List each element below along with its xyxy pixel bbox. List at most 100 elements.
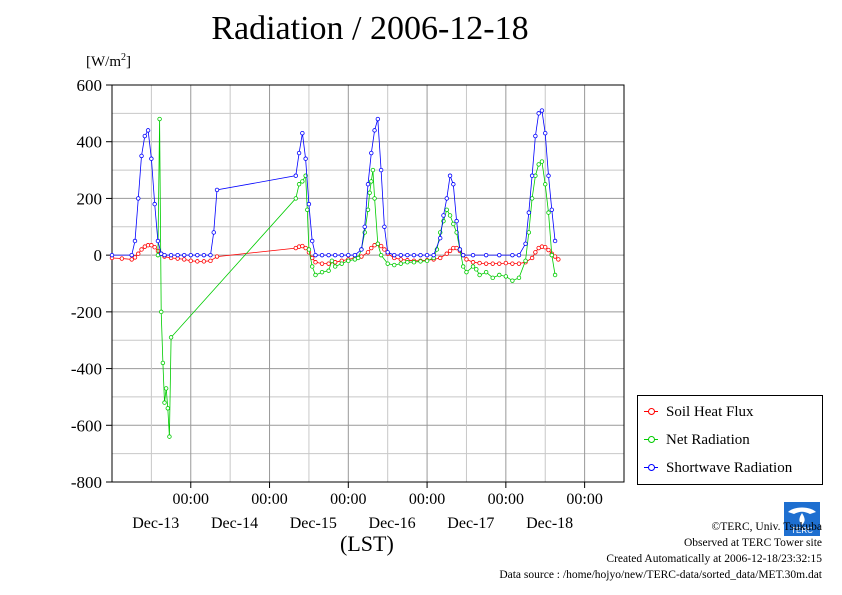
data-point-soil-heat-flux (516, 261, 522, 266)
data-point-shortwave-radiation (339, 252, 344, 258)
data-point-soil-heat-flux (556, 257, 561, 262)
data-point-shortwave-radiation (460, 252, 466, 258)
x-tick-date-label: Dec-17 (447, 515, 494, 532)
x-tick-time-label: 00:00 (330, 491, 366, 508)
data-point-shortwave-radiation (296, 150, 302, 156)
data-point-soil-heat-flux (470, 260, 476, 265)
data-point-shortwave-radiation (405, 252, 410, 258)
data-point-net-radiation (339, 261, 344, 266)
data-point-shortwave-radiation (300, 131, 305, 136)
data-point-shortwave-radiation (454, 218, 459, 224)
data-point-shortwave-radiation (293, 173, 298, 178)
data-point-soil-heat-flux (214, 254, 220, 259)
data-point-shortwave-radiation (549, 207, 554, 212)
data-point-net-radiation (160, 360, 166, 366)
data-point-shortwave-radiation (145, 128, 151, 133)
data-point-net-radiation (367, 190, 372, 195)
y-tick-label: 600 (77, 76, 103, 95)
data-point-net-radiation (497, 272, 502, 278)
data-point-soil-heat-flux (182, 257, 187, 262)
data-point-net-radiation (313, 272, 318, 278)
data-point-shortwave-radiation (444, 196, 449, 201)
data-point-net-radiation (539, 159, 545, 164)
data-point-net-radiation (378, 252, 384, 258)
data-point-net-radiation (470, 264, 476, 269)
data-point-shortwave-radiation (129, 252, 134, 258)
y-axis-unit: [W/m2] (86, 52, 131, 70)
x-tick-date-label: Dec-15 (290, 515, 337, 532)
data-point-shortwave-radiation (411, 252, 417, 258)
data-point-soil-heat-flux (300, 243, 305, 249)
data-point-shortwave-radiation (552, 238, 558, 244)
data-point-net-radiation (370, 167, 376, 173)
x-tick-date-label: Dec-14 (211, 515, 258, 532)
data-point-shortwave-radiation (149, 156, 154, 161)
credits: ©TERC, Univ. Tsukuba Observed at TERC To… (402, 519, 822, 583)
y-tick-label: 0 (94, 246, 103, 265)
y-tick-label: 400 (77, 133, 103, 152)
data-point-shortwave-radiation (139, 153, 144, 159)
data-point-shortwave-radiation (362, 224, 367, 229)
data-point-soil-heat-flux (149, 243, 154, 248)
data-point-net-radiation (536, 162, 541, 167)
data-point-soil-heat-flux (136, 251, 141, 256)
data-point-net-radiation (329, 258, 335, 264)
data-point-shortwave-radiation (346, 252, 351, 258)
data-point-shortwave-radiation (526, 210, 532, 215)
data-point-shortwave-radiation (352, 252, 358, 258)
data-point-net-radiation (167, 434, 172, 439)
data-point-soil-heat-flux (119, 256, 125, 261)
data-point-shortwave-radiation (208, 252, 213, 258)
data-point-shortwave-radiation (483, 252, 489, 258)
data-point-shortwave-radiation (438, 235, 443, 241)
data-point-soil-heat-flux (369, 245, 374, 251)
data-point-shortwave-radiation (319, 252, 325, 258)
data-point-net-radiation (392, 262, 397, 268)
data-point-net-radiation (369, 179, 374, 184)
legend-swatch-soil-heat-flux (644, 407, 658, 417)
data-point-shortwave-radiation (529, 173, 535, 178)
y-tick-label: 200 (77, 189, 103, 208)
data-series (109, 108, 561, 439)
data-point-net-radiation (300, 179, 305, 184)
data-point-shortwave-radiation (451, 182, 456, 187)
credit-created: Created Automatically at 2006-12-18/23:3… (606, 553, 822, 565)
data-point-soil-heat-flux (398, 257, 404, 262)
data-point-soil-heat-flux (464, 257, 469, 262)
data-point-soil-heat-flux (510, 261, 515, 266)
data-point-net-radiation (447, 213, 453, 218)
data-point-shortwave-radiation (365, 182, 371, 187)
x-tick-date-label: Dec-16 (369, 515, 416, 532)
credit-source: Data source : /home/hojyo/new/TERC-data/… (499, 569, 822, 581)
legend: Soil Heat Flux Net Radiation Shortwave R… (637, 395, 823, 485)
data-point-net-radiation (546, 210, 551, 215)
data-point-net-radiation (305, 207, 310, 212)
data-point-shortwave-radiation (392, 252, 397, 258)
legend-label-net-radiation: Net Radiation (666, 431, 750, 448)
data-point-shortwave-radiation (162, 252, 167, 258)
data-point-shortwave-radiation (533, 133, 538, 139)
data-point-net-radiation (355, 255, 361, 261)
data-point-shortwave-radiation (523, 241, 528, 246)
data-point-net-radiation (549, 252, 554, 258)
data-point-shortwave-radiation (457, 247, 463, 252)
data-point-soil-heat-flux (326, 261, 331, 266)
x-tick-time-label: 00:00 (488, 491, 524, 508)
terc-logo: TERC (784, 502, 820, 536)
data-point-soil-heat-flux (533, 250, 538, 255)
data-point-net-radiation (306, 247, 312, 252)
data-point-net-radiation (332, 264, 338, 269)
data-point-shortwave-radiation (303, 156, 308, 161)
data-point-shortwave-radiation (385, 250, 390, 255)
data-point-soil-heat-flux (319, 261, 325, 266)
x-tick-date-label: Dec-13 (132, 515, 179, 532)
data-point-net-radiation (503, 274, 509, 279)
legend-item-shortwave-radiation: Shortwave Radiation (644, 458, 792, 478)
x-tick-time-label: 00:00 (566, 491, 602, 508)
y-tick-label: -600 (71, 416, 102, 435)
data-point-net-radiation (365, 207, 371, 212)
credit-copyright: ©TERC, Univ. Tsukuba (711, 521, 822, 533)
data-point-soil-heat-flux (438, 255, 443, 261)
data-point-shortwave-radiation (182, 252, 187, 258)
data-point-shortwave-radiation (431, 252, 436, 258)
